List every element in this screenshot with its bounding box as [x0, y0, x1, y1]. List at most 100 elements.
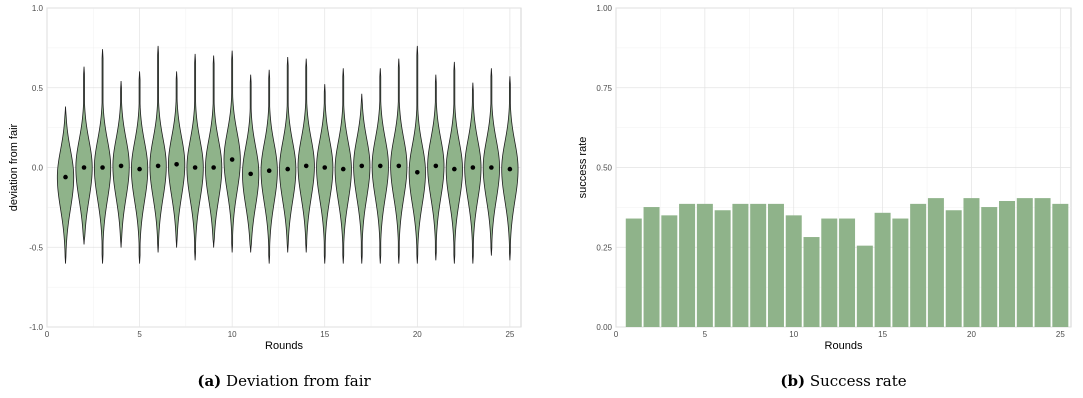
violin	[464, 82, 482, 264]
mean-point	[415, 169, 420, 175]
violin	[390, 58, 408, 264]
bar	[999, 200, 1016, 327]
caption-text-b: Success rate	[810, 372, 907, 390]
y-tick-label: -1.0	[29, 323, 43, 332]
bar	[927, 198, 944, 327]
bar	[750, 203, 767, 327]
mean-point	[470, 165, 476, 170]
bar	[679, 203, 696, 327]
x-tick-label: 15	[878, 330, 887, 339]
y-tick-label: 0.0	[32, 164, 44, 173]
mean-point	[303, 163, 309, 169]
violin	[334, 68, 352, 264]
mean-point	[118, 163, 124, 169]
bar	[892, 218, 909, 327]
y-tick-label: 0.50	[596, 164, 612, 173]
x-tick-label: 15	[320, 330, 329, 339]
x-tick-label: 20	[413, 330, 422, 339]
mean-point	[433, 163, 439, 169]
mean-point	[229, 157, 235, 162]
mean-point	[340, 166, 346, 172]
violin	[242, 74, 260, 253]
violin	[149, 45, 167, 253]
x-tick-label: 0	[614, 330, 619, 339]
violin	[223, 50, 241, 253]
bar	[963, 198, 980, 327]
mean-point	[322, 165, 328, 170]
violin	[482, 68, 500, 256]
bars	[625, 198, 1069, 327]
bar	[714, 210, 731, 327]
mean-point	[63, 174, 68, 180]
bar	[1052, 203, 1069, 327]
mean-point	[396, 163, 402, 169]
panel-success-rate: 0.00 0.25 0.50 0.75 1.00 0 5 10 15 20 25 Rounds s…	[577, 4, 1072, 390]
mean-point	[377, 163, 383, 169]
bar	[1034, 198, 1051, 327]
bar	[661, 215, 678, 327]
violin	[316, 84, 334, 264]
x-tick-label: 0	[45, 330, 50, 339]
violin	[260, 69, 278, 264]
bar	[625, 218, 642, 327]
caption-label-b: (b)	[780, 372, 805, 390]
bar	[732, 203, 749, 327]
x-axis-label-deviation: Rounds	[265, 340, 303, 352]
bar	[839, 218, 856, 327]
bar	[856, 245, 873, 327]
bar	[643, 207, 660, 327]
mean-point	[100, 165, 105, 170]
bar	[910, 203, 927, 327]
y-tick-labels-deviation: -1.0 -0.5 0.0 0.5 1.0	[29, 4, 43, 332]
mean-point	[266, 168, 272, 173]
x-axis-label-success: Rounds	[825, 340, 863, 352]
violin	[93, 49, 112, 264]
y-tick-label: -0.5	[29, 243, 43, 252]
caption-deviation: (a) Deviation from fair	[197, 372, 371, 390]
panel-deviation-from-fair: -1.0 -0.5 0.0 0.5 1.0 0 5 10 15 20 25 Rounds devi…	[8, 4, 522, 390]
x-tick-labels-success: 0 5 10 15 20 25	[614, 330, 1066, 339]
y-tick-labels-success: 0.00 0.25 0.50 0.75 1.00	[596, 4, 612, 332]
y-tick-label: 0.25	[596, 243, 612, 252]
y-axis-label-deviation: deviation from fair	[8, 123, 20, 211]
violins	[56, 45, 519, 264]
mean-point	[211, 165, 216, 170]
x-tick-label: 10	[789, 330, 798, 339]
bar	[785, 215, 802, 327]
y-tick-label: 0.00	[596, 323, 612, 332]
bar	[945, 210, 962, 327]
y-tick-label: 1.0	[32, 4, 44, 13]
x-tick-label: 5	[137, 330, 142, 339]
caption-success: (b) Success rate	[780, 372, 906, 390]
mean-point	[285, 166, 291, 172]
violin	[168, 71, 186, 248]
mean-point	[174, 162, 179, 167]
bar	[821, 218, 838, 327]
violin	[408, 45, 426, 264]
bar	[767, 203, 784, 327]
caption-text-a: Deviation from fair	[226, 372, 371, 390]
violin	[353, 93, 371, 264]
y-tick-label: 0.5	[32, 84, 44, 93]
bar	[874, 212, 891, 327]
x-tick-label: 5	[703, 330, 708, 339]
x-tick-label: 20	[967, 330, 976, 339]
violin	[445, 61, 463, 264]
violin	[56, 106, 75, 264]
mean-point	[359, 163, 365, 169]
violin	[186, 53, 204, 261]
mean-point	[155, 163, 161, 169]
violin	[205, 55, 223, 248]
mean-point	[489, 165, 494, 170]
y-tick-label: 0.75	[596, 84, 612, 93]
caption-label-a: (a)	[197, 372, 221, 390]
violin	[75, 66, 93, 245]
mean-point	[137, 166, 142, 172]
violin	[297, 58, 315, 253]
bar	[696, 203, 713, 327]
x-tick-label: 25	[1056, 330, 1065, 339]
bar	[803, 237, 820, 327]
bar	[981, 207, 998, 327]
mean-point	[452, 166, 457, 172]
